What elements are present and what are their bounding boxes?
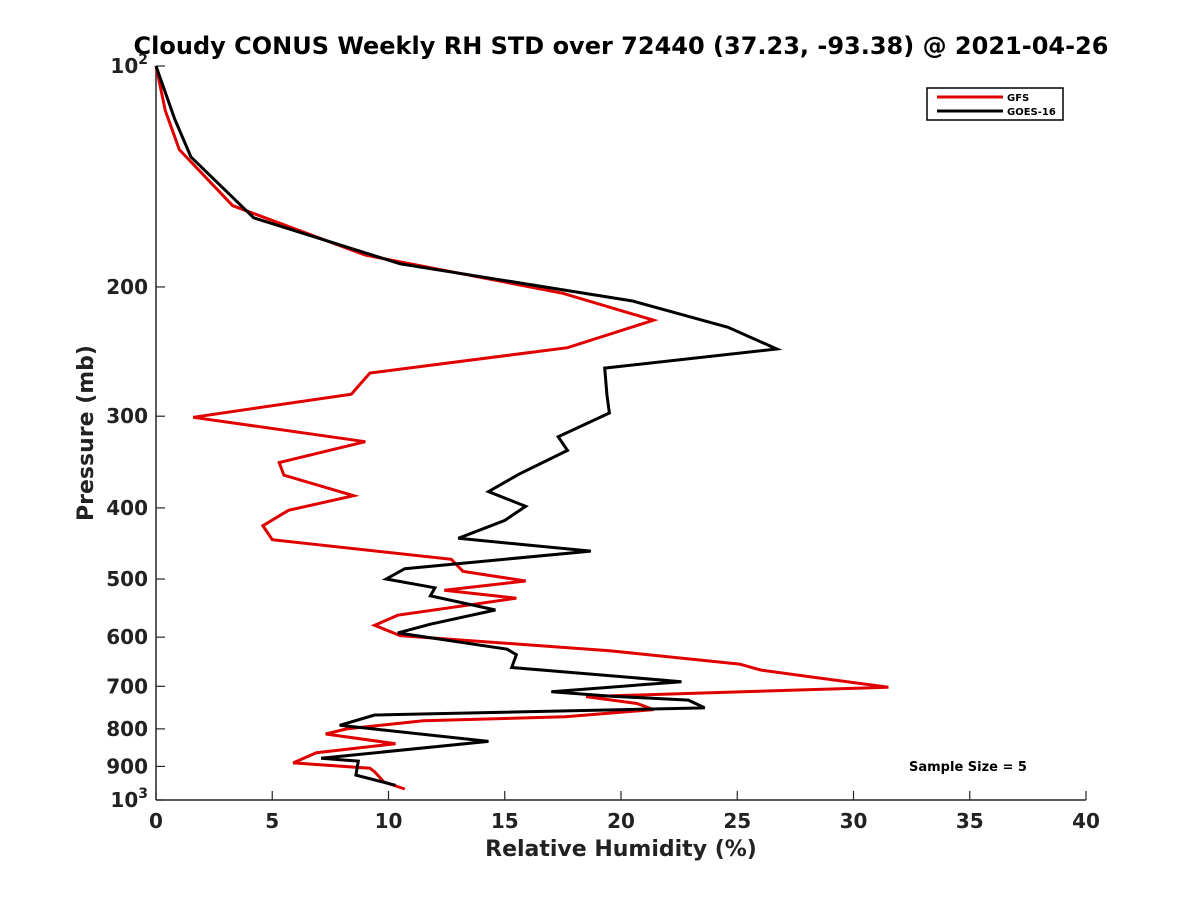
- x-tick-label-7: 35: [956, 809, 984, 833]
- y-axis-ticks: 102 200 300 400 500 600 700 800 900 103: [106, 52, 165, 812]
- y-tick-label-8: 900: [106, 754, 148, 778]
- x-tick-label-8: 40: [1072, 809, 1100, 833]
- y-tick-label-6: 700: [106, 674, 148, 698]
- series-group: [154, 65, 889, 791]
- series-line-gfs: [154, 65, 889, 791]
- y-tick-label-3: 400: [106, 496, 148, 520]
- series-line-goes16: [154, 65, 783, 787]
- x-axis-ticks: 0 5 10 15 20 25 30 35 40: [149, 791, 1100, 833]
- plot-area: 0 5 10 15 20 25 30 35 40 102 200 300 400 500 600 700 80…: [106, 52, 1100, 833]
- y-tick-label-5: 600: [106, 625, 148, 649]
- legend-label-goes16: GOES-16: [1007, 107, 1056, 118]
- y-tick-label-7: 800: [106, 717, 148, 741]
- x-tick-label-0: 0: [149, 809, 163, 833]
- y-tick-label-0: 102: [110, 52, 148, 78]
- legend-box: [926, 87, 1064, 121]
- y-tick-label-2: 300: [106, 404, 148, 428]
- y-tick-label-1: 200: [106, 275, 148, 299]
- y-tick-label-9: 103: [110, 786, 148, 812]
- x-tick-label-6: 30: [840, 809, 868, 833]
- y-tick-label-4: 500: [106, 567, 148, 591]
- legend: GFS GOES-16: [926, 87, 1064, 121]
- x-tick-label-4: 20: [607, 809, 635, 833]
- sample-size-annotation: Sample Size = 5: [909, 760, 1027, 775]
- x-tick-label-5: 25: [723, 809, 751, 833]
- x-axis-label: Relative Humidity (%): [485, 837, 757, 862]
- x-tick-label-2: 10: [375, 809, 403, 833]
- x-tick-label-3: 15: [491, 809, 519, 833]
- y-axis-label: Pressure (mb): [74, 345, 99, 521]
- x-tick-label-1: 5: [265, 809, 279, 833]
- chart-title: Cloudy CONUS Weekly RH STD over 72440 (3…: [134, 32, 1109, 60]
- legend-label-gfs: GFS: [1007, 93, 1029, 104]
